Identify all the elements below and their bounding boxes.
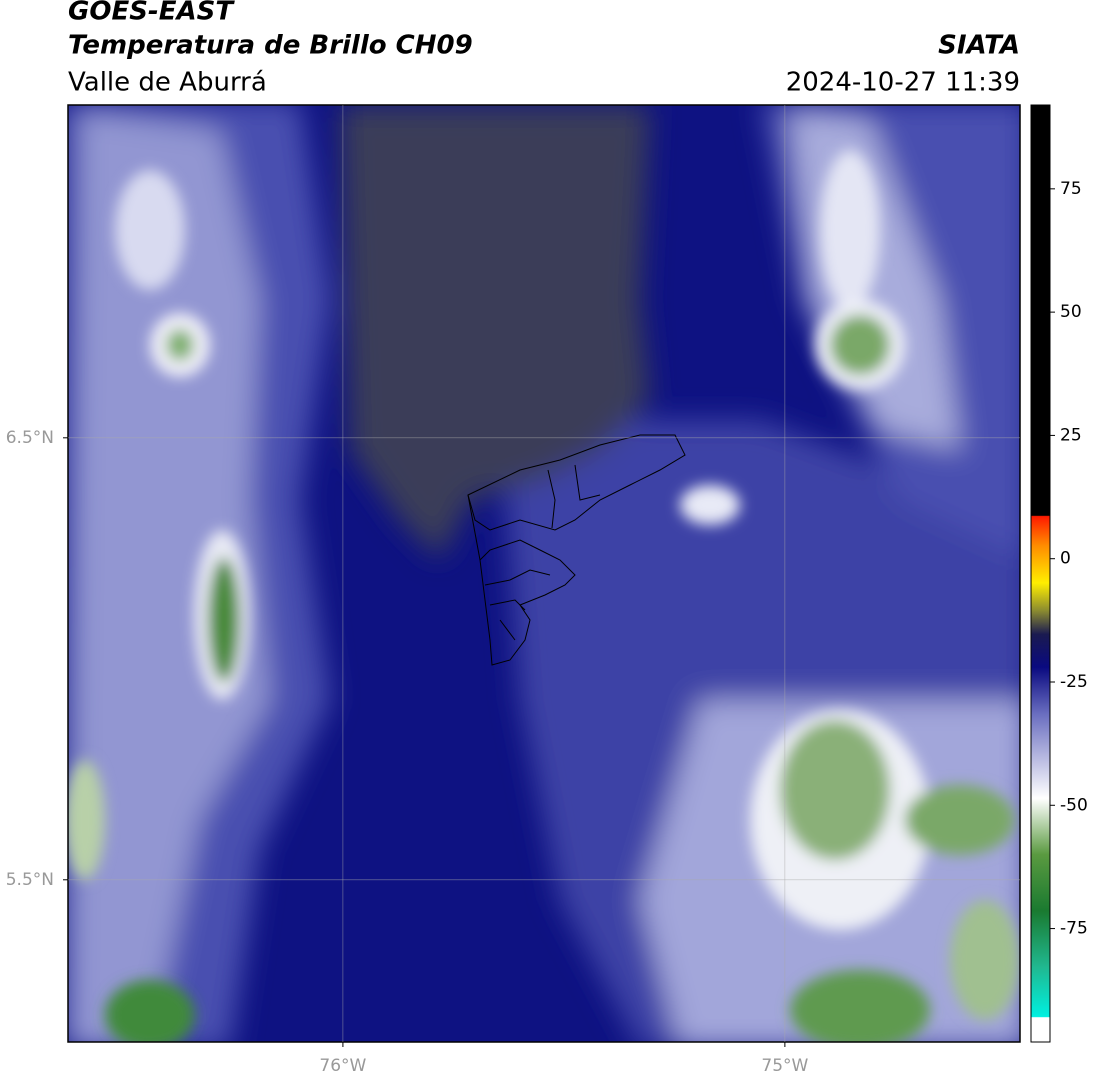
map-frame [67,104,1021,1043]
source: SIATA [938,31,1020,61]
y-tick-label: 6.5°N [6,428,54,448]
region: Valle de Aburrá [68,68,267,98]
colorbar-tick-label: -25 [1060,672,1088,692]
colorbar [1030,104,1051,1043]
colorbar-tick-label: 25 [1060,425,1082,445]
subtitle: Temperatura de Brillo CH09 [68,31,473,61]
x-tick-label: 76°W [319,1056,366,1076]
colorbar-tick-label: 75 [1060,179,1082,199]
title: GOES-EAST [68,0,235,27]
colorbar-tick-label: -75 [1060,919,1088,939]
x-tick-label: 75°W [761,1056,808,1076]
colorbar-tick-label: 50 [1060,302,1082,322]
municipal-boundaries [467,434,686,666]
colorbar-tick-label: -50 [1060,795,1088,815]
y-tick-label: 5.5°N [6,870,54,890]
brightness-field [68,105,1020,1042]
datetime: 2024-10-27 11:39 [786,68,1020,98]
colorbar-tick-label: 0 [1060,549,1071,569]
